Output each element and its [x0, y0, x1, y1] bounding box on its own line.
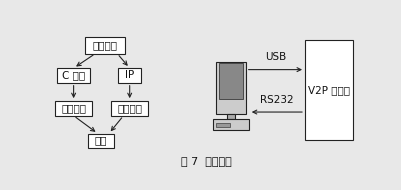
Bar: [87, 134, 114, 147]
Bar: [218, 63, 243, 99]
Bar: [213, 119, 248, 130]
Bar: [57, 68, 90, 83]
Text: 图像数据: 图像数据: [92, 40, 117, 51]
Text: IP: IP: [125, 70, 134, 81]
Bar: [216, 62, 245, 113]
Text: V2P 目标板: V2P 目标板: [307, 85, 349, 95]
Bar: [118, 68, 141, 83]
Bar: [304, 40, 352, 140]
Text: C 程序: C 程序: [62, 70, 85, 81]
Bar: [227, 113, 234, 119]
Bar: [55, 101, 92, 116]
Bar: [84, 37, 125, 54]
Text: 比较: 比较: [95, 136, 107, 146]
Text: 图 7  验证流程: 图 7 验证流程: [180, 156, 231, 166]
Text: USB: USB: [264, 52, 285, 62]
Text: RS232: RS232: [259, 95, 293, 105]
Text: 串口返回: 串口返回: [117, 103, 142, 113]
Text: 执行结果: 执行结果: [61, 103, 86, 113]
Bar: [215, 123, 229, 127]
Bar: [111, 101, 148, 116]
